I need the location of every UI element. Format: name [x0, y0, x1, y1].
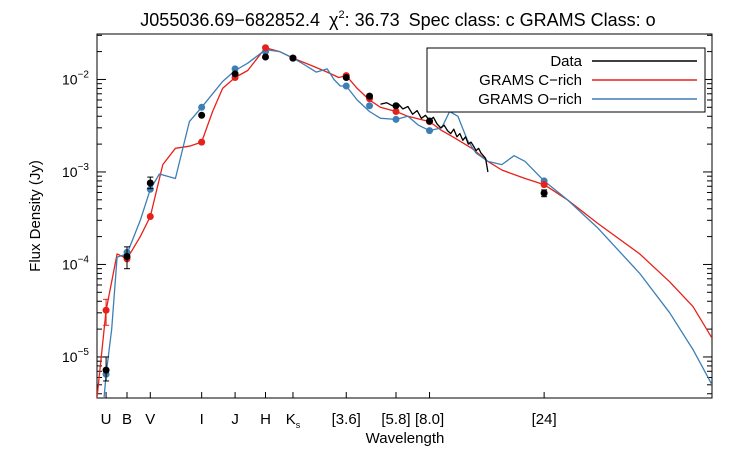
x-axis-title: Wavelength: [366, 430, 445, 447]
series-line: [380, 102, 489, 173]
c-rich-point: [102, 306, 110, 314]
x-band-label: U: [101, 411, 112, 428]
o-rich-point: [392, 115, 400, 123]
data-point: [262, 53, 270, 61]
x-band-label: H: [260, 411, 271, 428]
y-tick-label: 10−4: [62, 254, 89, 272]
x-band-label: J: [231, 411, 239, 428]
data-point: [198, 111, 206, 119]
o-rich-point: [231, 65, 239, 73]
x-band-label: I: [200, 411, 204, 428]
data-point: [392, 102, 400, 110]
data-point: [289, 54, 297, 62]
series-line: [97, 47, 712, 398]
title-object: J055036.69−682852.4: [140, 10, 320, 30]
x-axis-band-labels: U B V I J H Ks [3.6] [5.8] [8.0] [24]: [101, 392, 557, 430]
o-rich-point: [198, 103, 206, 111]
o-rich-point: [426, 127, 434, 135]
x-band-label: [5.8]: [381, 411, 410, 428]
c-rich-point: [392, 108, 400, 116]
data-point: [146, 179, 154, 187]
data-point: [366, 92, 374, 100]
data-point: [102, 366, 110, 374]
x-band-label: V: [145, 411, 155, 428]
data-point: [426, 117, 434, 125]
y-tick-label: 10−2: [62, 69, 89, 87]
c-rich-point: [146, 212, 154, 220]
x-band-label: [8.0]: [415, 411, 444, 428]
legend: Data GRAMS C−rich GRAMS O−rich: [426, 47, 706, 113]
c-rich-point: [198, 138, 206, 146]
chi-superscript: 2: [338, 9, 344, 21]
data-point: [123, 252, 131, 260]
o-rich-point: [342, 82, 350, 90]
photometry-layer: [102, 44, 548, 382]
legend-label: GRAMS O−rich: [478, 91, 582, 108]
data-point: [231, 70, 239, 78]
o-rich-point: [366, 102, 374, 110]
x-band-label: [24]: [532, 411, 557, 428]
c-rich-point: [262, 44, 270, 52]
x-band-label: Ks: [286, 411, 301, 430]
title-spec-class: Spec class: c GRAMS Class: o: [409, 10, 656, 30]
chi-symbol: χ: [329, 10, 339, 30]
x-band-label: [3.6]: [332, 411, 361, 428]
y-axis-ticks: 10−5 10−4 10−3 10−2: [62, 34, 712, 395]
y-axis-title: Flux Density (Jy): [27, 160, 44, 272]
x-band-label: B: [122, 411, 132, 428]
y-tick-label: 10−3: [62, 162, 89, 180]
plot-frame: [96, 33, 713, 399]
c-rich-point: [540, 181, 548, 189]
legend-label: GRAMS C−rich: [479, 72, 582, 89]
o-rich-point: [146, 185, 154, 193]
data-point: [540, 189, 548, 197]
chart-title: J055036.69−682852.4 χ2: 36.73 Spec class: …: [140, 9, 655, 30]
y-tick-label: 10−5: [62, 347, 89, 365]
legend-label: Data: [550, 53, 582, 70]
chi-value: : 36.73: [345, 10, 400, 30]
data-point: [342, 73, 350, 81]
